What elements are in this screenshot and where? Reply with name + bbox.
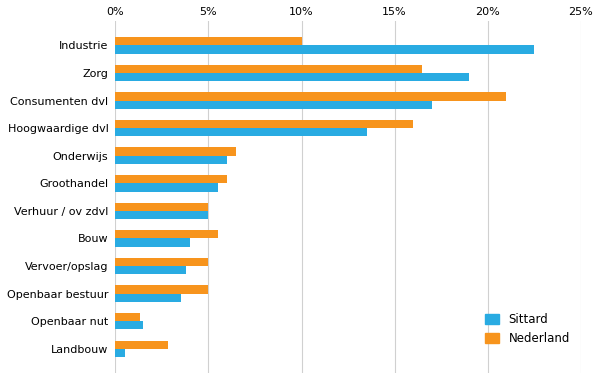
- Bar: [115, 101, 432, 109]
- Bar: [115, 156, 227, 164]
- Bar: [115, 321, 143, 329]
- Bar: [115, 211, 208, 219]
- Bar: [115, 65, 422, 73]
- Legend: Sittard, Nederland: Sittard, Nederland: [481, 308, 575, 350]
- Bar: [115, 239, 190, 247]
- Bar: [115, 203, 208, 211]
- Bar: [115, 349, 125, 357]
- Bar: [115, 294, 181, 302]
- Bar: [115, 175, 227, 183]
- Bar: [115, 120, 413, 128]
- Bar: [115, 128, 367, 136]
- Bar: [115, 73, 469, 81]
- Bar: [115, 92, 506, 101]
- Bar: [115, 230, 218, 239]
- Bar: [115, 45, 534, 54]
- Bar: [115, 37, 302, 45]
- Bar: [115, 313, 140, 321]
- Bar: [115, 285, 208, 294]
- Bar: [115, 266, 186, 274]
- Bar: [115, 340, 167, 349]
- Bar: [115, 258, 208, 266]
- Bar: [115, 147, 236, 156]
- Bar: [115, 183, 218, 192]
